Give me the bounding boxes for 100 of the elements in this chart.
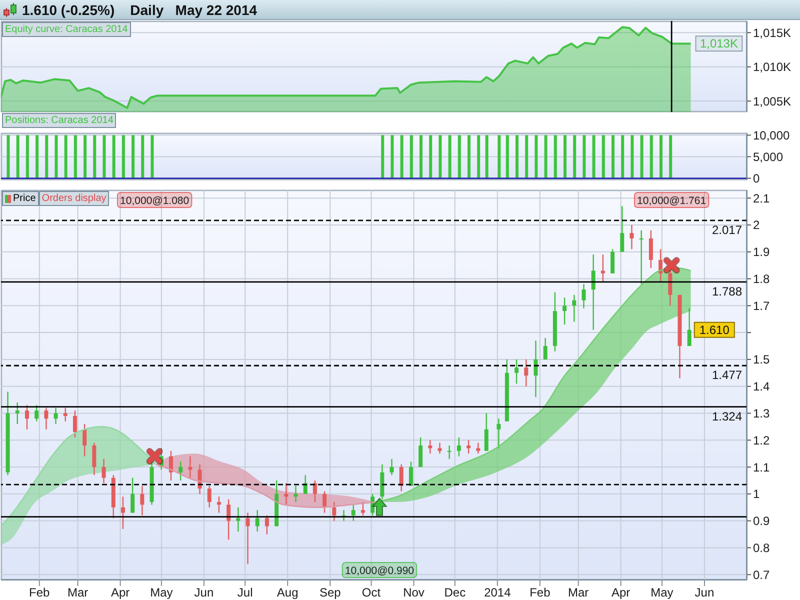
- y-tick-label: 1,005K: [753, 94, 792, 108]
- candlestick: [303, 474, 308, 495]
- y-tick-label: 1.9: [753, 245, 770, 260]
- candlestick: [447, 444, 452, 460]
- text: Equity curve: Caracas 2014: [2, 22, 131, 37]
- x-tick-label: Apr: [611, 586, 630, 600]
- candlestick: [322, 490, 327, 514]
- y-tick-label: 0: [753, 172, 760, 186]
- y-tick-label: 1: [753, 487, 760, 502]
- candlestick: [351, 504, 356, 522]
- annotation: 10,000@1.080: [120, 195, 190, 207]
- candlestick: [255, 509, 260, 532]
- candlestick: [408, 461, 413, 486]
- candlestick: [284, 482, 288, 506]
- candlestick: [24, 404, 29, 430]
- y-tick-label: 0.7: [753, 568, 770, 582]
- candlestick: [610, 248, 615, 274]
- y-tick-label: 1.8: [753, 272, 770, 286]
- x-tick-label: Sep: [319, 586, 342, 600]
- candlestick: [562, 296, 567, 326]
- candlestick: [15, 402, 20, 425]
- candlestick: [34, 404, 39, 422]
- x-tick-label: Feb: [29, 586, 50, 600]
- candlestick: [476, 442, 480, 454]
- candlestick: [639, 230, 644, 285]
- text: 1.610: [699, 322, 730, 337]
- candlestick: [216, 496, 221, 514]
- candlestick: [438, 442, 442, 454]
- candlestick: [620, 206, 624, 252]
- y-tick-label: 2: [753, 218, 760, 232]
- ref-line-label: 1.788: [712, 284, 742, 299]
- candlestick: [54, 407, 58, 425]
- candlestick: [484, 412, 488, 452]
- candlestick: [591, 254, 596, 330]
- y-tick-label: 1.3: [753, 406, 770, 420]
- y-tick-label: 1,010K: [753, 60, 792, 74]
- candlestick: [687, 308, 692, 347]
- candlestick: [120, 496, 125, 530]
- y-tick-label: 1.5: [753, 352, 770, 367]
- candlestick: [360, 501, 365, 516]
- annotation: 10,000@1.761: [637, 195, 706, 207]
- y-tick-label: 1.7: [753, 298, 770, 313]
- candlestick: [226, 498, 231, 540]
- y-tick-label: 1,015K: [753, 26, 792, 40]
- candlestick: [140, 485, 144, 516]
- candlestick: [428, 440, 432, 454]
- candlestick: [496, 418, 501, 449]
- candlestick: [534, 340, 538, 398]
- candlestick: [168, 450, 173, 482]
- candlestick: [102, 458, 106, 484]
- x-tick-label: Feb: [530, 586, 551, 600]
- candlestick: [543, 337, 548, 360]
- y-tick-label: 0.8: [753, 540, 770, 555]
- candlestick: [648, 230, 653, 269]
- x-tick-label: Nov: [403, 586, 424, 600]
- text: Orders display: [38, 191, 110, 206]
- candlestick: [92, 442, 96, 476]
- x-tick-label: May: [650, 586, 674, 600]
- candlestick: [188, 456, 192, 478]
- ref-line-label: 1.324: [712, 409, 742, 424]
- candlestick: [390, 458, 394, 476]
- candlestick: [246, 512, 250, 564]
- chart-title: 1.610 (-0.25%) Daily May 22 2014: [22, 2, 258, 18]
- candlestick: [207, 485, 212, 508]
- candlestick: [466, 440, 471, 454]
- x-tick-label: 2014: [484, 586, 512, 600]
- ref-line-label: 1.477: [712, 368, 742, 382]
- point: [372, 498, 387, 516]
- candlestick: [63, 407, 68, 422]
- y-tick-label: 5,000: [753, 150, 784, 164]
- candlestick: [456, 436, 461, 457]
- annotation: 10,000@0.990: [344, 565, 414, 577]
- y-tick-label: 1.1: [753, 460, 770, 474]
- y-tick-label: 0.9: [753, 514, 770, 528]
- x-tick-label: Jun: [694, 586, 714, 600]
- candlestick: [44, 407, 48, 430]
- candlestick: [294, 485, 298, 503]
- y-tick-label: 1.2: [753, 433, 770, 448]
- legend-label: Price: [2, 191, 39, 206]
- candlestick: [332, 501, 336, 522]
- y-tick-label: 2.1: [753, 191, 770, 206]
- ref-line-label: 2.017: [712, 222, 742, 237]
- x-tick-label: Apr: [110, 586, 130, 600]
- candlestick: [264, 514, 269, 535]
- candlestick: [514, 358, 519, 384]
- candlestick: [524, 358, 528, 387]
- x-tick-label: May: [150, 586, 173, 600]
- candlestick: [658, 248, 663, 282]
- candlestick: [630, 224, 634, 250]
- data-label: 1,013K: [700, 36, 738, 51]
- candlestick: [600, 254, 605, 282]
- candlestick: [82, 423, 87, 457]
- candlestick: [418, 436, 423, 468]
- candlestick: [572, 294, 576, 322]
- candlestick: [312, 480, 317, 503]
- series-label: Positions: Caracas 2014: [2, 113, 116, 128]
- candlestick: [236, 506, 240, 532]
- candlestick: [130, 477, 135, 514]
- x-tick-label: Dec: [444, 586, 466, 600]
- x-tick-label: Aug: [276, 586, 298, 600]
